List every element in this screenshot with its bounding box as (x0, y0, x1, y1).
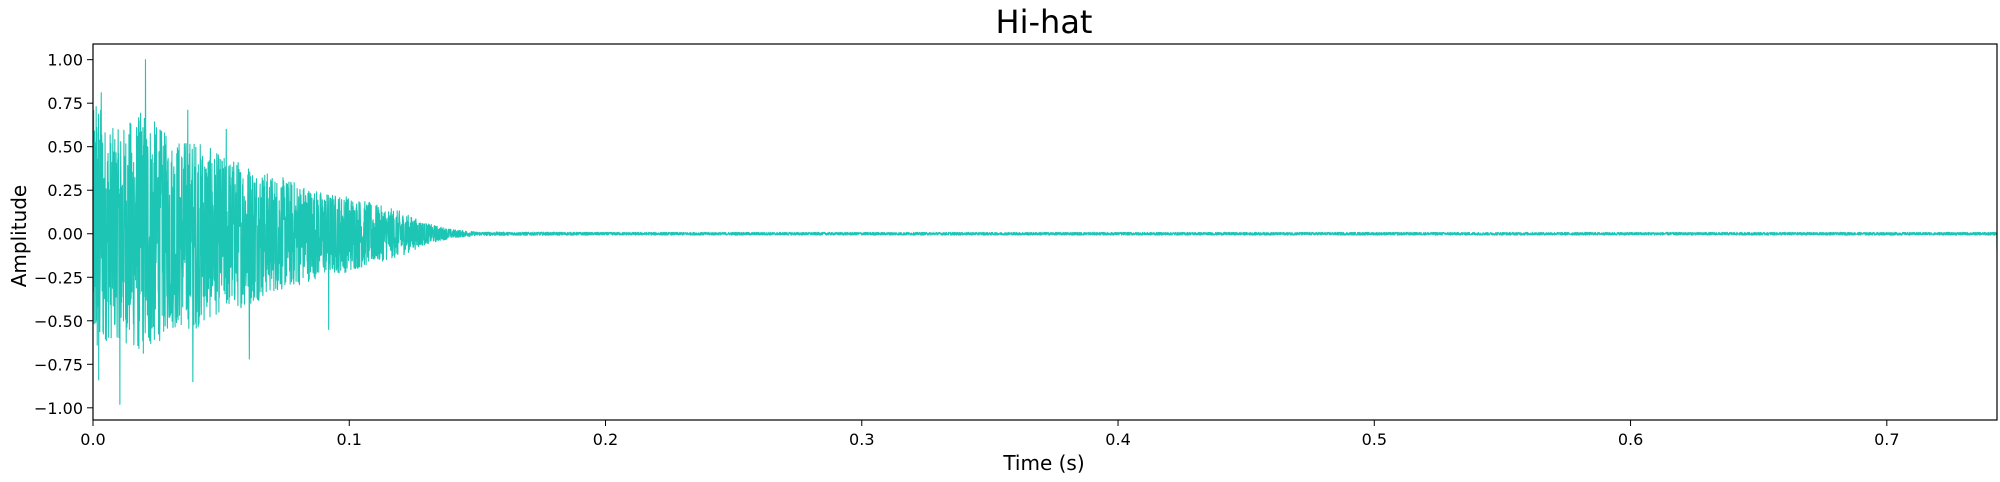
y-axis-label: Amplitude (7, 185, 31, 288)
y-tick-label: −1.00 (34, 399, 83, 418)
x-tick-label: 0.5 (1362, 430, 1387, 449)
chart-title: Hi-hat (996, 3, 1093, 41)
y-tick-label: −0.50 (34, 312, 83, 331)
x-axis-label: Time (s) (1002, 451, 1084, 475)
y-tick-label: 1.00 (47, 51, 83, 70)
plot-frame (92, 43, 1998, 421)
waveform-line (92, 59, 1998, 405)
waveform-series (92, 59, 1998, 405)
x-tick-label: 0.2 (593, 430, 618, 449)
y-tick-label: −0.25 (34, 268, 83, 287)
y-tick-label: 0.50 (47, 138, 83, 157)
x-tick-label: 0.4 (1105, 430, 1130, 449)
y-tick-label: 0.00 (47, 225, 83, 244)
plot-area (92, 43, 1998, 421)
x-tick-label: 0.3 (849, 430, 874, 449)
x-tick-label: 0.0 (80, 430, 105, 449)
y-tick-label: −0.75 (34, 355, 83, 374)
y-tick-label: 0.75 (47, 94, 83, 113)
x-axis: 0.0 0.1 0.2 0.3 0.4 0.5 0.6 0.7 (80, 420, 1900, 449)
y-axis: 1.00 0.75 0.50 0.25 0.00 −0.25 −0.50 −0.75 −1.00 (34, 51, 93, 418)
x-tick-label: 0.6 (1618, 430, 1643, 449)
x-tick-label: 0.1 (337, 430, 362, 449)
x-tick-label: 0.7 (1874, 430, 1899, 449)
y-tick-label: 0.25 (47, 181, 83, 200)
